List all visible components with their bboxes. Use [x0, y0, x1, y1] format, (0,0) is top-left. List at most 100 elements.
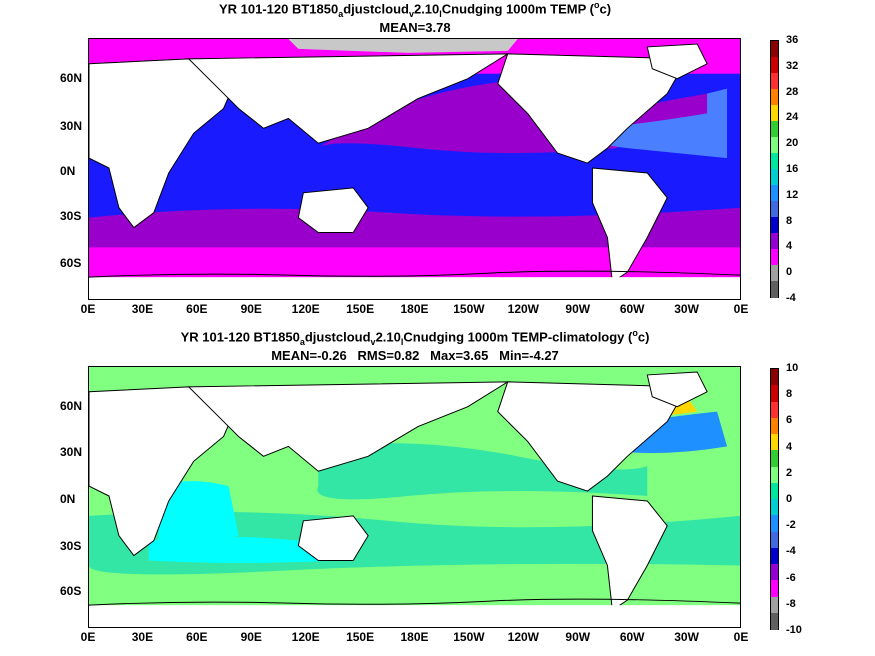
- colorbar-segment: [771, 105, 778, 122]
- lat-label: 30N: [60, 445, 83, 459]
- colorbar-segment: [771, 217, 778, 234]
- lon-label: 120W: [507, 630, 539, 644]
- colorbar-segment: [771, 531, 778, 549]
- colorbar-segment: [771, 482, 778, 500]
- land-asia: [187, 381, 510, 472]
- colorbar-label: 4: [786, 240, 793, 253]
- lon-label: 0E: [80, 630, 96, 644]
- panel2-map-svg: [89, 367, 740, 627]
- colorbar-segment: [771, 57, 778, 74]
- land-antarctica: [89, 277, 740, 299]
- southern-purple: [89, 207, 740, 248]
- land-antarctica: [89, 605, 740, 627]
- lon-label: 90W: [565, 630, 591, 644]
- colorbar-label: -4: [786, 545, 796, 558]
- land-samerica: [591, 167, 668, 283]
- colorbar-label: 32: [786, 59, 799, 72]
- lat-label: 30S: [60, 209, 82, 223]
- panel2-stats: MEAN=-0.26 RMS=0.82 Max=3.65 Min=-4.27: [271, 348, 559, 363]
- lat-label: 60S: [60, 256, 82, 270]
- colorbar-label: 6: [786, 414, 793, 427]
- lon-label: 90W: [565, 302, 591, 316]
- lon-label: 150W: [453, 302, 485, 316]
- panel1-title: YR 101-120 BT1850adjustcloudv2.10lCnudgi…: [218, 0, 612, 19]
- colorbar-label: 36: [786, 34, 799, 46]
- colorbar-label: -8: [786, 597, 796, 610]
- land-asia: [187, 53, 510, 144]
- colorbar-segment: [771, 369, 778, 386]
- lon-label: 60E: [186, 630, 208, 644]
- colorbar-label: -2: [786, 519, 796, 532]
- pacific-mint: [317, 443, 648, 500]
- panel2-title: YR 101-120 BT1850adjustcloudv2.10lCnudgi…: [180, 328, 650, 347]
- lon-label: 120E: [291, 630, 320, 644]
- colorbar-segment: [771, 564, 778, 581]
- colorbar-label: 12: [786, 188, 799, 201]
- lon-label: 150W: [453, 630, 485, 644]
- colorbar-segment: [771, 201, 778, 218]
- colorbar-segment: [771, 73, 778, 90]
- land-australia: [297, 187, 369, 234]
- land-greenland: [646, 43, 708, 80]
- colorbar-segment: [771, 89, 778, 106]
- lat-label: 0N: [60, 492, 76, 506]
- colorbar-label: -6: [786, 571, 796, 584]
- panel2-colorbar: [770, 368, 779, 630]
- lon-label: 150E: [346, 630, 375, 644]
- colorbar-segment: [771, 596, 778, 614]
- colorbar-label: 2: [786, 466, 793, 479]
- colorbar-label: 28: [786, 85, 799, 98]
- land-australia: [297, 515, 369, 562]
- colorbar-segment: [771, 249, 778, 266]
- colorbar-segment: [771, 450, 778, 467]
- colorbar-segment: [771, 466, 778, 484]
- southern-cyan: [148, 536, 339, 563]
- lon-label: 90E: [240, 302, 262, 316]
- panel1-stats: MEAN=3.78: [379, 20, 451, 35]
- panel1-map-svg: [89, 39, 740, 299]
- colorbar-label: 0: [786, 266, 793, 279]
- colorbar-label: 8: [786, 214, 793, 227]
- lon-label: 60W: [619, 630, 645, 644]
- lon-label: 30W: [674, 302, 699, 316]
- colorbar-label: 16: [786, 163, 799, 175]
- colorbar-label: 10: [786, 362, 799, 374]
- colorbar-segment: [771, 401, 778, 419]
- lat-label: 30N: [60, 119, 83, 133]
- panel1-colorbar: [770, 40, 779, 298]
- colorbar-segment: [771, 265, 778, 282]
- colorbar-segment: [771, 137, 778, 154]
- colorbar-segment: [771, 434, 778, 451]
- lat-label: 60N: [60, 71, 83, 85]
- lon-label: 120E: [291, 302, 320, 316]
- colorbar-label: 4: [786, 440, 793, 453]
- colorbar-segment: [771, 612, 778, 630]
- lon-label: 30E: [131, 302, 154, 316]
- lon-label: 180E: [400, 630, 429, 644]
- colorbar-label: 0: [786, 493, 793, 505]
- lon-label: 30E: [131, 630, 154, 644]
- colorbar-label: 20: [786, 137, 799, 150]
- colorbar-segment: [771, 185, 778, 202]
- lat-label: 30S: [60, 539, 82, 553]
- lat-label: 60S: [60, 584, 82, 598]
- lat-label: 60N: [60, 399, 83, 413]
- lon-label: 120W: [507, 302, 539, 316]
- lon-label: 60E: [186, 302, 208, 316]
- arctic-ice: [288, 39, 518, 53]
- colorbar-label: -4: [786, 292, 796, 304]
- lon-label: 90E: [240, 630, 262, 644]
- colorbar-segment: [771, 41, 778, 58]
- colorbar-segment: [771, 515, 778, 532]
- colorbar-segment: [771, 169, 778, 186]
- colorbar-segment: [771, 417, 778, 435]
- colorbar-segment: [771, 121, 778, 138]
- lon-label: 60W: [619, 302, 645, 316]
- lat-label: 0N: [60, 164, 76, 178]
- lon-label: 0E: [733, 630, 749, 644]
- lon-label: 150E: [346, 302, 375, 316]
- colorbar-segment: [771, 547, 778, 565]
- lon-label: 0E: [733, 302, 749, 316]
- colorbar-segment: [771, 385, 778, 402]
- panel1-map: [88, 38, 741, 300]
